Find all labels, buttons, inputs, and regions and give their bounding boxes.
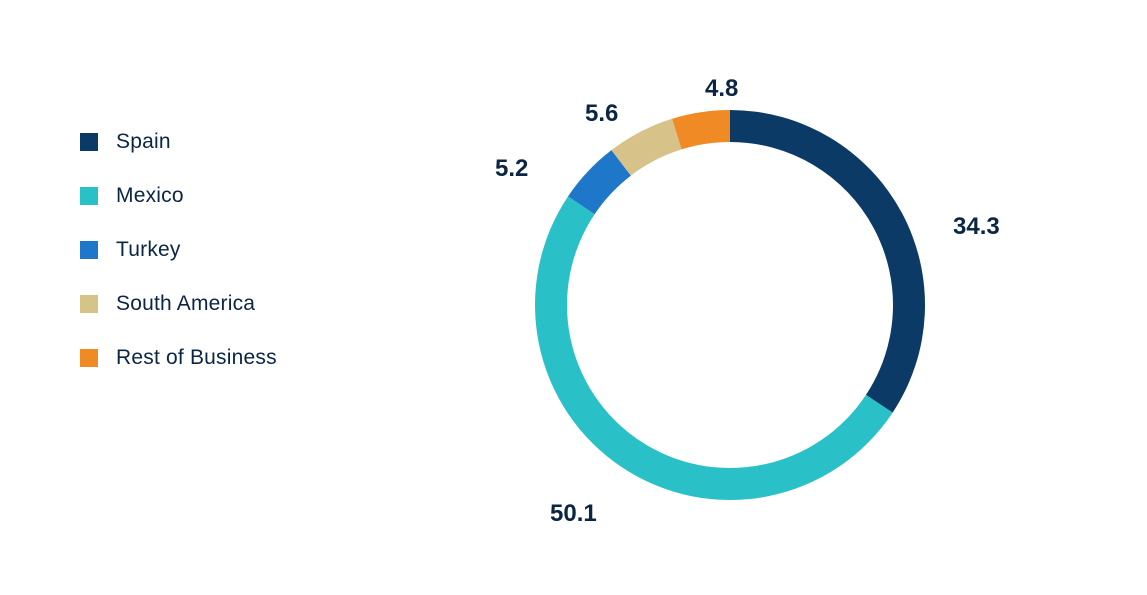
legend-label: South America (116, 292, 255, 316)
legend-item: South America (80, 292, 277, 316)
donut-chart: 34.350.15.25.64.8 (470, 45, 990, 565)
legend-item: Turkey (80, 238, 277, 262)
legend-swatch (80, 133, 98, 151)
legend: Spain Mexico Turkey South America Rest of Bu… (80, 130, 277, 400)
legend-label: Turkey (116, 238, 181, 262)
donut-slice (535, 196, 893, 500)
legend-label: Rest of Business (116, 346, 277, 370)
legend-swatch (80, 349, 98, 367)
slice-value-label: 5.6 (585, 100, 618, 128)
legend-label: Spain (116, 130, 171, 154)
legend-item: Mexico (80, 184, 277, 208)
slice-value-label: 5.2 (495, 155, 528, 183)
donut-slice (730, 110, 925, 413)
legend-swatch (80, 187, 98, 205)
legend-swatch (80, 295, 98, 313)
legend-item: Spain (80, 130, 277, 154)
slice-value-label: 50.1 (550, 500, 597, 528)
legend-item: Rest of Business (80, 346, 277, 370)
chart-container: Spain Mexico Turkey South America Rest of Bu… (0, 0, 1147, 595)
donut-slice (672, 110, 730, 149)
slice-value-label: 34.3 (953, 213, 1000, 241)
slice-value-label: 4.8 (705, 75, 738, 103)
legend-label: Mexico (116, 184, 184, 208)
donut-svg (470, 45, 990, 565)
legend-swatch (80, 241, 98, 259)
